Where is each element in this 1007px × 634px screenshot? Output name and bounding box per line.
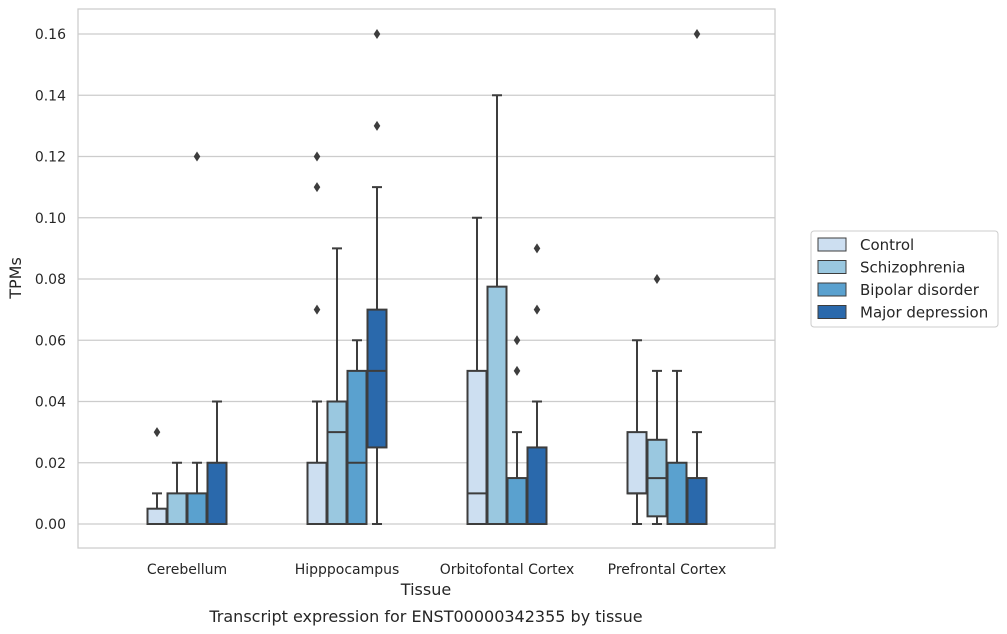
outlier-point: [313, 182, 321, 193]
legend-label: Control: [860, 236, 914, 254]
y-tick-label: 0.10: [35, 211, 66, 227]
box: [166, 492, 188, 525]
chart-caption: Transcript expression for ENST0000034235…: [208, 607, 642, 626]
outlier-point: [193, 151, 201, 162]
box: [346, 369, 368, 525]
legend-swatch: [817, 282, 847, 297]
legend: Control Schizophrenia Bipolar disorder Majo…: [810, 230, 999, 328]
x-axis-label: Tissue: [400, 580, 451, 599]
box: [506, 477, 528, 525]
x-axis-ticks: Cerebellum Hipppocampus Orbitofontal Corte…: [147, 562, 726, 578]
box-plot: [686, 29, 708, 525]
box-plot: [666, 369, 688, 525]
box-plot: [306, 151, 328, 525]
box-plot: [486, 94, 508, 525]
box: [186, 492, 208, 525]
box-plot: [626, 339, 648, 525]
y-tick-label: 0.04: [35, 395, 66, 411]
box: [326, 400, 348, 525]
outlier-point: [533, 243, 541, 254]
legend-label: Major depression: [860, 304, 988, 322]
y-tick-label: 0.00: [35, 517, 66, 533]
outlier-point: [693, 29, 701, 39]
outlier-point: [153, 427, 161, 438]
x-tick-label: Prefrontal Cortex: [608, 562, 727, 578]
outlier-point: [313, 304, 321, 315]
box: [466, 369, 488, 525]
gridlines: [78, 33, 775, 525]
box: [146, 507, 168, 525]
y-tick-label: 0.12: [35, 150, 66, 166]
y-tick-label: 0.02: [35, 456, 66, 472]
x-tick-label: Orbitofontal Cortex: [440, 562, 575, 578]
outlier-point: [533, 304, 541, 315]
box-plot: [646, 274, 668, 525]
box: [486, 285, 508, 525]
y-tick-label: 0.06: [35, 333, 66, 349]
box: [306, 461, 328, 525]
y-tick-label: 0.14: [35, 88, 66, 104]
box-plot: [146, 427, 168, 525]
outlier-point: [653, 274, 661, 284]
box: [366, 308, 388, 449]
box-plot: [506, 335, 528, 525]
legend-frame: [810, 230, 999, 328]
y-axis-label: TPMs: [6, 257, 25, 300]
y-axis-ticks: 0.00 0.02 0.04 0.06 0.08 0.10 0.12 0.14 0.16: [35, 27, 66, 533]
outlier-point: [373, 29, 381, 39]
box: [686, 477, 708, 525]
y-tick-label: 0.16: [35, 27, 66, 43]
box-plot: [466, 216, 488, 525]
box: [206, 461, 228, 525]
box: [526, 446, 548, 525]
legend-swatch: [817, 305, 847, 319]
box: [626, 431, 648, 495]
x-tick-label: Cerebellum: [147, 562, 227, 578]
legend-label: Schizophrenia: [860, 259, 965, 277]
box-plot: [346, 339, 368, 525]
box-plot: [166, 461, 188, 525]
box-plot: [326, 247, 348, 525]
box-plot: [186, 151, 208, 525]
legend-label: Bipolar disorder: [860, 281, 980, 299]
outlier-point: [313, 151, 321, 162]
box: [666, 461, 688, 525]
box-plot: [526, 243, 548, 525]
outlier-point: [373, 120, 381, 131]
box-plots: [146, 29, 708, 525]
outlier-point: [513, 335, 521, 346]
x-tick-label: Hipppocampus: [295, 562, 400, 578]
box-plot: [206, 400, 228, 525]
box-plot: [366, 29, 388, 525]
legend-swatch: [817, 237, 847, 252]
plot-frame: [77, 8, 776, 549]
y-tick-label: 0.08: [35, 272, 66, 288]
outlier-point: [513, 365, 521, 376]
legend-swatch: [817, 260, 847, 274]
